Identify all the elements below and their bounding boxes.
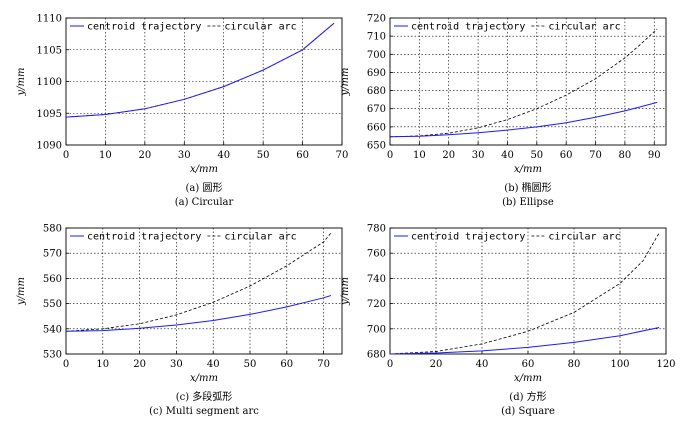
- x-tick-label: 20: [133, 359, 146, 370]
- y-axis-label: y/mm: [16, 68, 27, 97]
- x-tick-label: 40: [207, 359, 220, 370]
- x-tick-label: 50: [257, 150, 270, 161]
- chart-panel-3: 0 20 40 60 80 100 120 680 700 720 740 760 780 x/mm y/m…: [340, 224, 676, 418]
- x-tick-label: 20: [430, 359, 443, 370]
- x-tick-label: 40: [217, 150, 230, 161]
- x-tick-label: 60: [522, 359, 535, 370]
- series-line-centroid-trajectory: [65, 295, 332, 332]
- y-tick-label: 570: [43, 249, 62, 260]
- y-tick-label: 650: [367, 141, 386, 152]
- x-tick-label: 90: [648, 150, 661, 161]
- x-tick-label: 70: [317, 359, 330, 370]
- y-tick-label: 760: [367, 249, 386, 260]
- x-tick-label: 60: [296, 150, 309, 161]
- x-axis-label: x/mm: [514, 164, 542, 175]
- y-tick-label: 700: [367, 50, 386, 61]
- y-tick-label: 690: [367, 68, 386, 79]
- x-axis-label: x/mm: [190, 373, 218, 384]
- y-tick-label: 560: [43, 274, 62, 285]
- series-line-circular-arc: [65, 22, 335, 118]
- x-tick-label: 120: [656, 359, 675, 370]
- y-axis-label: y/mm: [16, 277, 27, 306]
- y-tick-label: 660: [367, 122, 386, 133]
- y-axis-label: y/mm: [340, 68, 351, 97]
- y-tick-label: 720: [367, 299, 386, 310]
- plot-frame: [65, 227, 343, 355]
- caption-cn: (d) 方形: [509, 390, 546, 403]
- y-tick-label: 1090: [37, 141, 62, 152]
- legend-label-centroid: centroid trajectory: [411, 232, 525, 243]
- x-tick-label: 10: [99, 150, 112, 161]
- y-tick-label: 670: [367, 104, 386, 115]
- caption-en: (d) Square: [501, 406, 555, 417]
- x-tick-label: 10: [96, 359, 109, 370]
- x-tick-label: 0: [387, 150, 393, 161]
- series-line-centroid-trajectory: [389, 327, 660, 355]
- chart-panel-0: 0 10 20 30 40 50 60 70 1090 1095 1100 1105 1110 x/mm y…: [16, 14, 348, 209]
- x-tick-label: 50: [530, 150, 543, 161]
- y-tick-label: 680: [367, 350, 386, 361]
- y-tick-label: 530: [43, 350, 62, 361]
- series-line-circular-arc: [389, 28, 658, 138]
- series-line-circular-arc: [65, 232, 332, 332]
- legend-label-arc: circular arc: [224, 22, 296, 33]
- x-tick-label: 30: [170, 359, 183, 370]
- y-tick-label: 550: [43, 299, 62, 310]
- y-tick-label: 700: [367, 324, 386, 335]
- x-tick-label: 0: [387, 359, 393, 370]
- caption-en: (b) Ellipse: [502, 197, 554, 208]
- legend-label-centroid: centroid trajectory: [411, 22, 525, 33]
- x-tick-label: 40: [476, 359, 489, 370]
- chart-panel-2: 0 10 20 30 40 50 60 70 530 540 550 560 570 580 x/mm y/m…: [16, 224, 343, 417]
- y-axis-label: y/mm: [340, 277, 351, 306]
- y-tick-label: 680: [367, 86, 386, 97]
- legend-label-arc: circular arc: [224, 232, 296, 243]
- caption-cn: (c) 多段弧形: [176, 390, 233, 403]
- x-tick-label: 80: [619, 150, 632, 161]
- y-tick-label: 1105: [37, 45, 62, 56]
- x-tick-label: 0: [63, 359, 69, 370]
- y-tick-label: 1100: [37, 77, 62, 88]
- x-axis-label: x/mm: [190, 164, 218, 175]
- series-line-centroid-trajectory: [65, 22, 335, 118]
- caption-en: (a) Circular: [175, 197, 234, 208]
- caption-en: (c) Multi segment arc: [149, 406, 259, 417]
- plot-frame: [389, 17, 667, 146]
- x-tick-label: 40: [501, 150, 514, 161]
- x-tick-label: 60: [560, 150, 573, 161]
- caption-cn: (b) 椭圆形: [504, 181, 551, 194]
- x-tick-label: 70: [589, 150, 602, 161]
- y-tick-label: 1095: [37, 109, 62, 120]
- x-tick-label: 0: [63, 150, 69, 161]
- x-tick-label: 20: [442, 150, 455, 161]
- legend-label-centroid: centroid trajectory: [87, 232, 201, 243]
- x-tick-label: 20: [138, 150, 151, 161]
- x-tick-label: 80: [568, 359, 581, 370]
- y-tick-label: 1110: [37, 14, 62, 25]
- legend-label-arc: circular arc: [548, 232, 620, 243]
- x-tick-label: 50: [244, 359, 257, 370]
- x-tick-label: 70: [336, 150, 349, 161]
- legend-label-arc: circular arc: [548, 22, 620, 33]
- series-line-centroid-trajectory: [389, 101, 658, 138]
- y-tick-label: 740: [367, 274, 386, 285]
- y-tick-label: 580: [43, 224, 62, 235]
- y-tick-label: 540: [43, 324, 62, 335]
- x-tick-label: 100: [610, 359, 629, 370]
- legend-label-centroid: centroid trajectory: [87, 22, 201, 33]
- series-line-circular-arc: [389, 232, 660, 355]
- x-tick-label: 10: [413, 150, 426, 161]
- x-tick-label: 30: [178, 150, 191, 161]
- x-tick-label: 60: [280, 359, 293, 370]
- y-tick-label: 720: [367, 14, 386, 25]
- x-tick-label: 30: [472, 150, 485, 161]
- caption-cn: (a) 圆形: [186, 182, 223, 194]
- y-tick-label: 780: [367, 224, 386, 235]
- y-tick-label: 710: [367, 32, 386, 43]
- x-axis-label: x/mm: [514, 373, 542, 384]
- chart-panel-1: 0 10 20 30 40 50 60 70 80 90 650 660 670 680 690 700 710…: [340, 14, 667, 208]
